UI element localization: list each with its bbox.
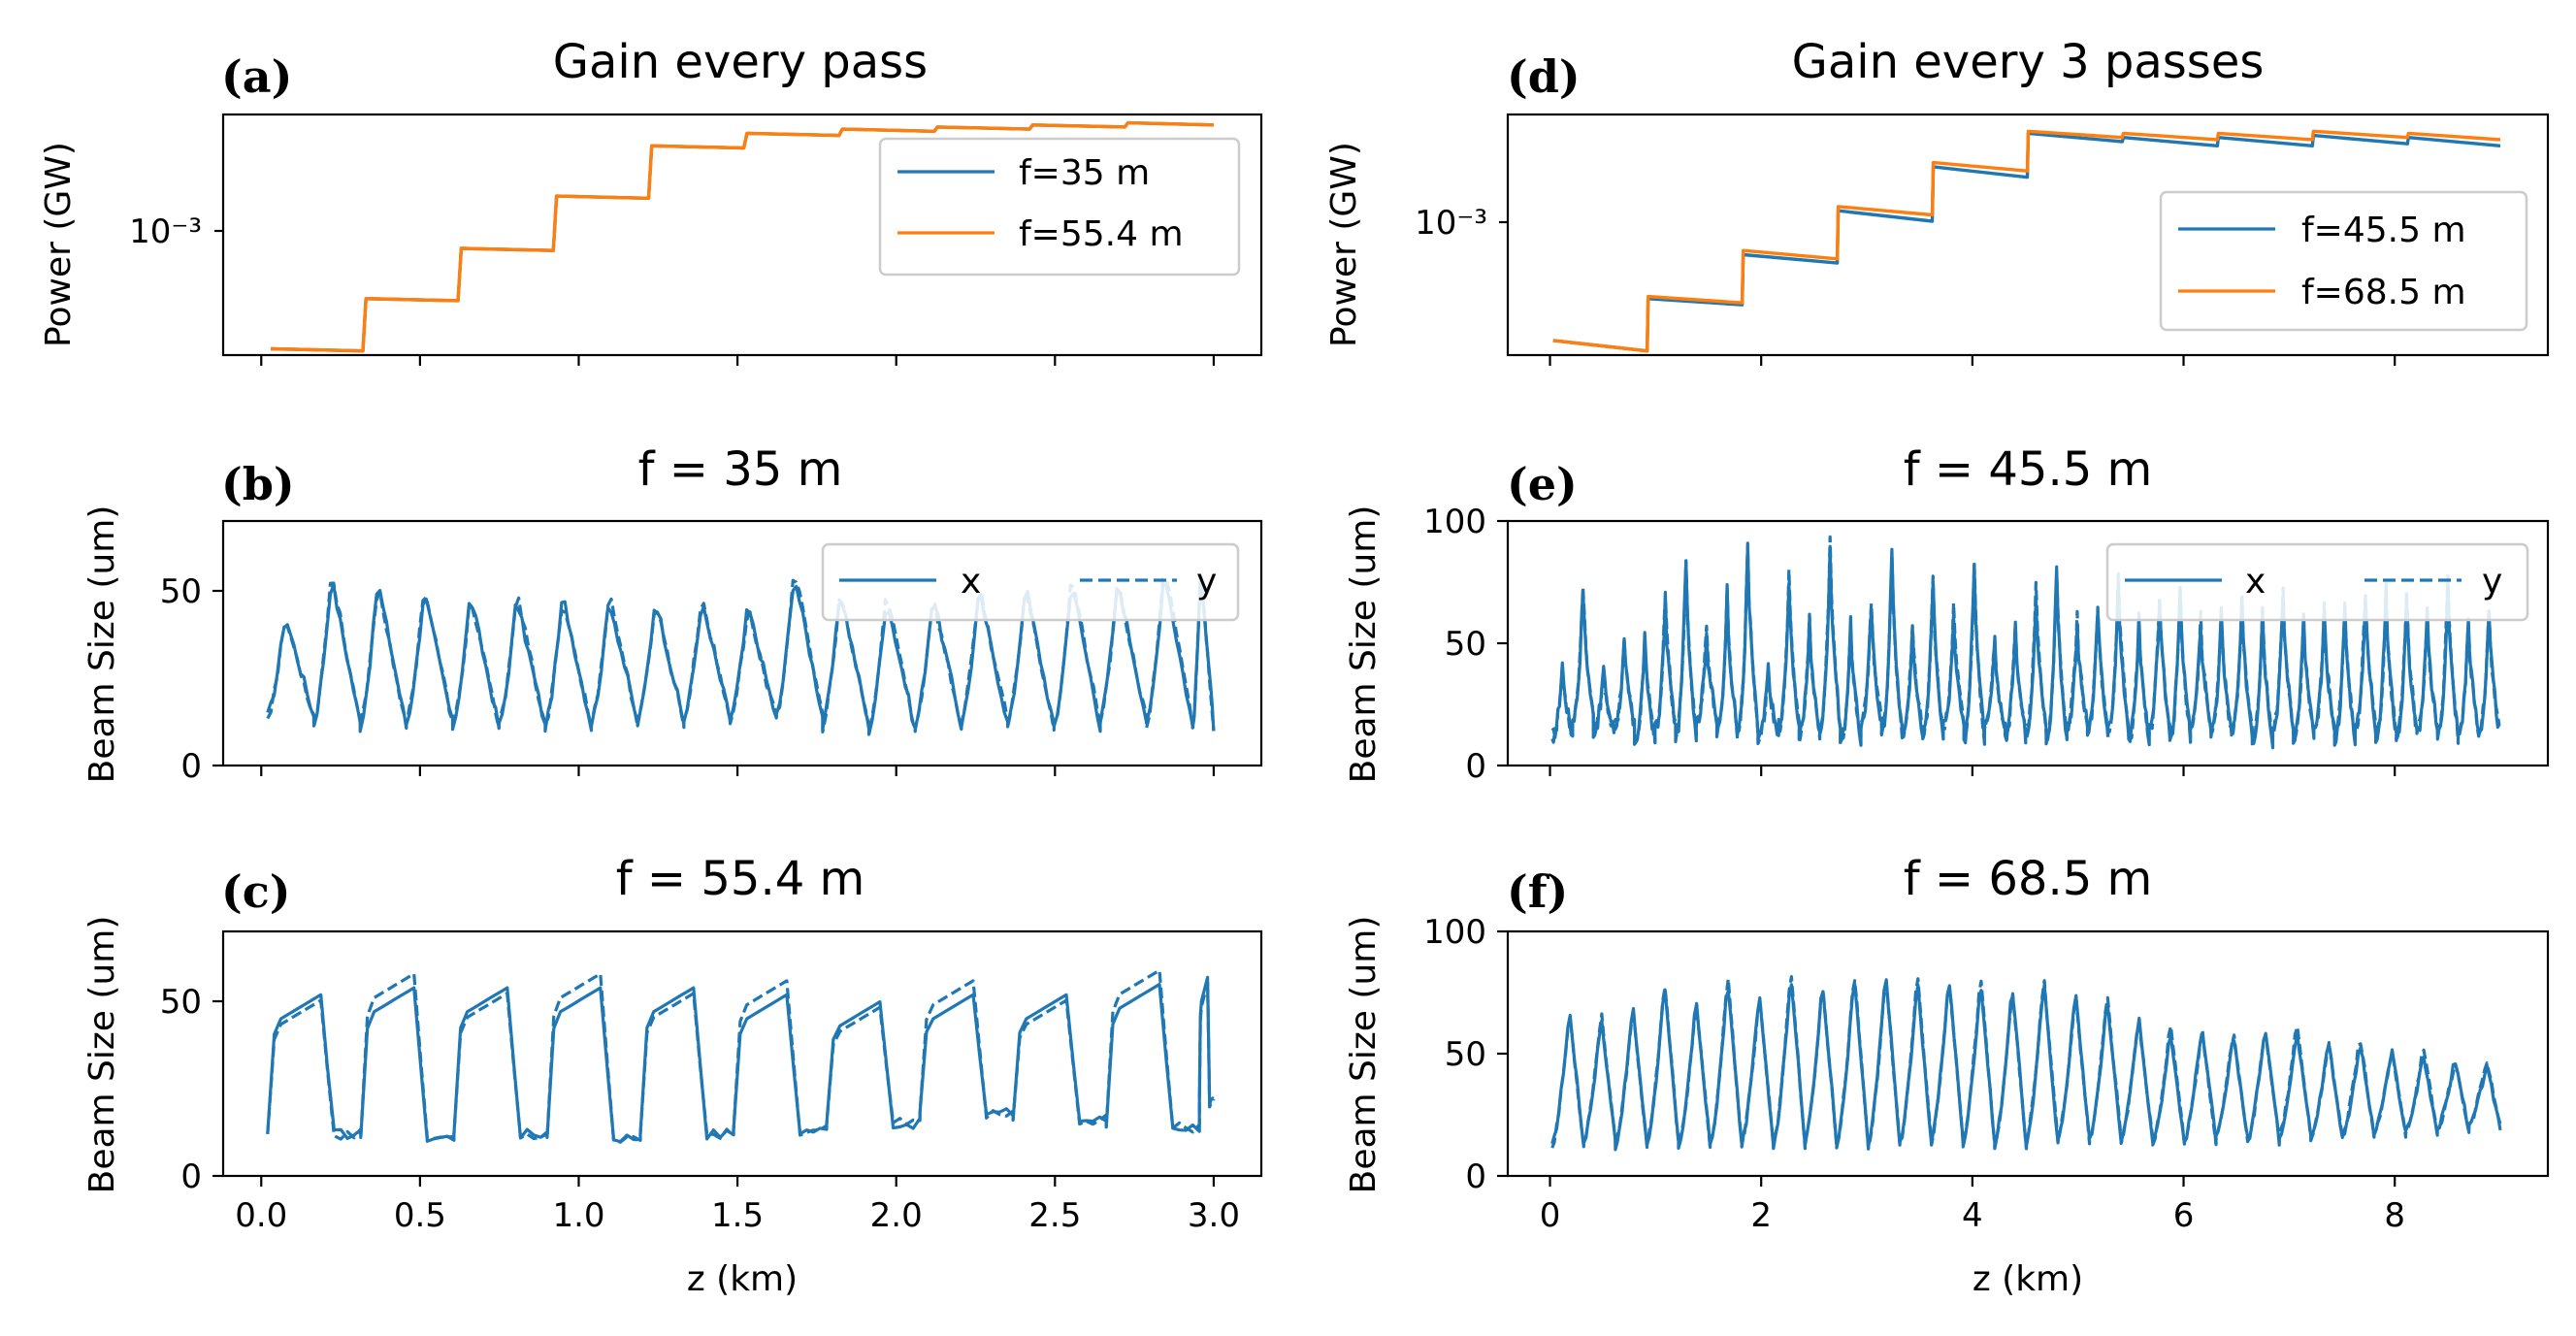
panel-c-xlabel: z (km) — [687, 1259, 798, 1299]
panel-c-xtick-label: 1.5 — [711, 1196, 764, 1235]
panel-f-xtick-label: 6 — [2173, 1196, 2195, 1235]
panel-c-xtick-label: 0.5 — [394, 1196, 446, 1235]
panel-e-ytick-label: 50 — [1445, 625, 1486, 664]
panel-b-ytick-label: 50 — [160, 572, 202, 611]
panel-f-yticks: 0 50 100 — [1423, 913, 1508, 1196]
panel-f: (f) f = 68.5 m Beam Size (um) 0 50 100 0 2 4… — [1344, 852, 2550, 1299]
panel-e-frame — [1506, 519, 2550, 767]
panel-b-legend-box — [821, 542, 1240, 622]
panel-d-series-2 — [1552, 129, 2501, 353]
panel-b-legend-label-x: x — [961, 562, 981, 602]
panel-d: (d) Gain every 3 passes Power (GW) 10⁻³ … — [1324, 35, 2550, 366]
panel-c-xtick-label: 2.0 — [870, 1196, 923, 1235]
panel-d-label: (d) — [1507, 50, 1581, 103]
panel-b-legend: x y — [821, 542, 1240, 622]
panel-f-xtick-label: 8 — [2384, 1196, 2405, 1235]
panel-e-ytick-label: 100 — [1423, 503, 1486, 541]
panel-d-title: Gain every 3 passes — [1792, 35, 2265, 89]
panel-c-xtick-label: 3.0 — [1188, 1196, 1240, 1235]
panel-f-xlabel: z (km) — [1973, 1259, 2083, 1299]
panel-b-xticks — [260, 766, 1216, 776]
panel-a-xticks — [260, 355, 1216, 366]
panel-f-xtick-label: 4 — [1962, 1196, 1983, 1235]
panel-b-ylabel: Beam Size (um) — [82, 505, 122, 784]
panel-d-legend-box — [2159, 190, 2528, 332]
panel-f-frame — [1506, 929, 2550, 1178]
panel-e-xticks — [1549, 766, 2397, 776]
panel-c-xtick-label: 1.0 — [552, 1196, 604, 1235]
panel-f-series-x — [1550, 978, 2502, 1152]
panel-e-series-x — [1550, 544, 2501, 750]
panel-c-ytick-label: 0 — [180, 1157, 202, 1196]
panel-f-xticks: 0 2 4 6 8 — [1540, 1176, 2405, 1235]
panel-c-yticks: 0 50 — [160, 983, 223, 1196]
panel-d-frame — [1506, 113, 2550, 357]
panel-e-legend-label-x: x — [2245, 562, 2266, 602]
panel-a-ytick-label: 10⁻³ — [129, 212, 202, 251]
panel-c-plot — [266, 968, 1216, 1144]
panel-d-ytick-label: 10⁻³ — [1415, 204, 1487, 243]
panel-e-legend: x y — [2105, 542, 2529, 622]
panel-e-legend-box — [2105, 542, 2529, 622]
panel-f-ytick-label: 50 — [1445, 1035, 1486, 1074]
panel-b-legend-label-y: y — [1196, 562, 1217, 602]
panel-c: (c) f = 55.4 m Beam Size (um) 0 50 0.0 0.5… — [82, 852, 1263, 1299]
panel-a-title: Gain every pass — [553, 35, 928, 89]
panel-b-yticks: 0 50 — [160, 572, 223, 786]
panel-e-plot — [1550, 535, 2501, 750]
panel-a-legend: f=35 m f=55.4 m — [878, 137, 1241, 277]
panel-a: (a) Gain every pass Power (GW) 10⁻³ f=35… — [39, 35, 1263, 366]
panel-f-xtick-label: 2 — [1750, 1196, 1772, 1235]
panel-b-label: (b) — [221, 458, 295, 510]
panel-a-frame — [221, 113, 1263, 357]
panel-c-label: (c) — [221, 865, 291, 918]
panel-a-series-2 — [271, 120, 1214, 353]
panel-b: (b) f = 35 m Beam Size (um) 0 50 x y — [82, 442, 1263, 786]
panel-f-ytick-label: 100 — [1423, 913, 1486, 952]
panel-a-plot — [271, 120, 1214, 353]
panel-e-ytick-label: 0 — [1465, 747, 1486, 786]
panel-c-xtick-label: 2.5 — [1028, 1196, 1081, 1235]
panel-f-xtick-label: 0 — [1540, 1196, 1561, 1235]
panel-d-legend-label-1: f=45.5 m — [2301, 211, 2466, 250]
panel-c-xtick-label: 0.0 — [235, 1196, 287, 1235]
panel-e-ylabel: Beam Size (um) — [1344, 505, 1384, 784]
panel-f-title: f = 68.5 m — [1904, 852, 2153, 906]
panel-b-ytick-label: 0 — [180, 747, 202, 786]
panel-d-legend: f=45.5 m f=68.5 m — [2159, 190, 2528, 332]
panel-c-ylabel: Beam Size (um) — [82, 916, 122, 1194]
panel-c-xticks: 0.0 0.5 1.0 1.5 2.0 2.5 3.0 — [235, 1176, 1240, 1235]
panel-d-xticks — [1549, 355, 2397, 366]
panel-a-ylabel: Power (GW) — [39, 142, 79, 347]
panel-f-plot — [1550, 974, 2502, 1152]
panel-a-label: (a) — [221, 50, 292, 103]
panel-d-ylabel: Power (GW) — [1324, 142, 1364, 347]
panel-e-label: (e) — [1507, 458, 1578, 510]
panel-c-frame — [221, 929, 1263, 1178]
panel-d-legend-label-2: f=68.5 m — [2301, 273, 2466, 312]
panel-e-yticks: 0 50 100 — [1423, 503, 1508, 786]
panel-b-title: f = 35 m — [638, 442, 843, 497]
panel-d-plot — [1552, 129, 2501, 353]
panel-c-title: f = 55.4 m — [616, 852, 865, 906]
panel-a-legend-label-1: f=35 m — [1019, 153, 1150, 193]
panel-a-legend-label-2: f=55.4 m — [1019, 214, 1184, 254]
panel-b-frame — [221, 519, 1263, 767]
panel-e-legend-label-y: y — [2482, 562, 2502, 602]
panel-f-ytick-label: 0 — [1465, 1157, 1486, 1196]
panel-e: (e) f = 45.5 m Beam Size (um) 0 50 100 x y — [1344, 442, 2550, 786]
panel-c-series-x — [266, 975, 1215, 1144]
panel-e-title: f = 45.5 m — [1904, 442, 2153, 497]
panel-f-label: (f) — [1507, 865, 1568, 918]
panel-c-ytick-label: 50 — [160, 983, 202, 1022]
panel-f-ylabel: Beam Size (um) — [1344, 916, 1384, 1194]
